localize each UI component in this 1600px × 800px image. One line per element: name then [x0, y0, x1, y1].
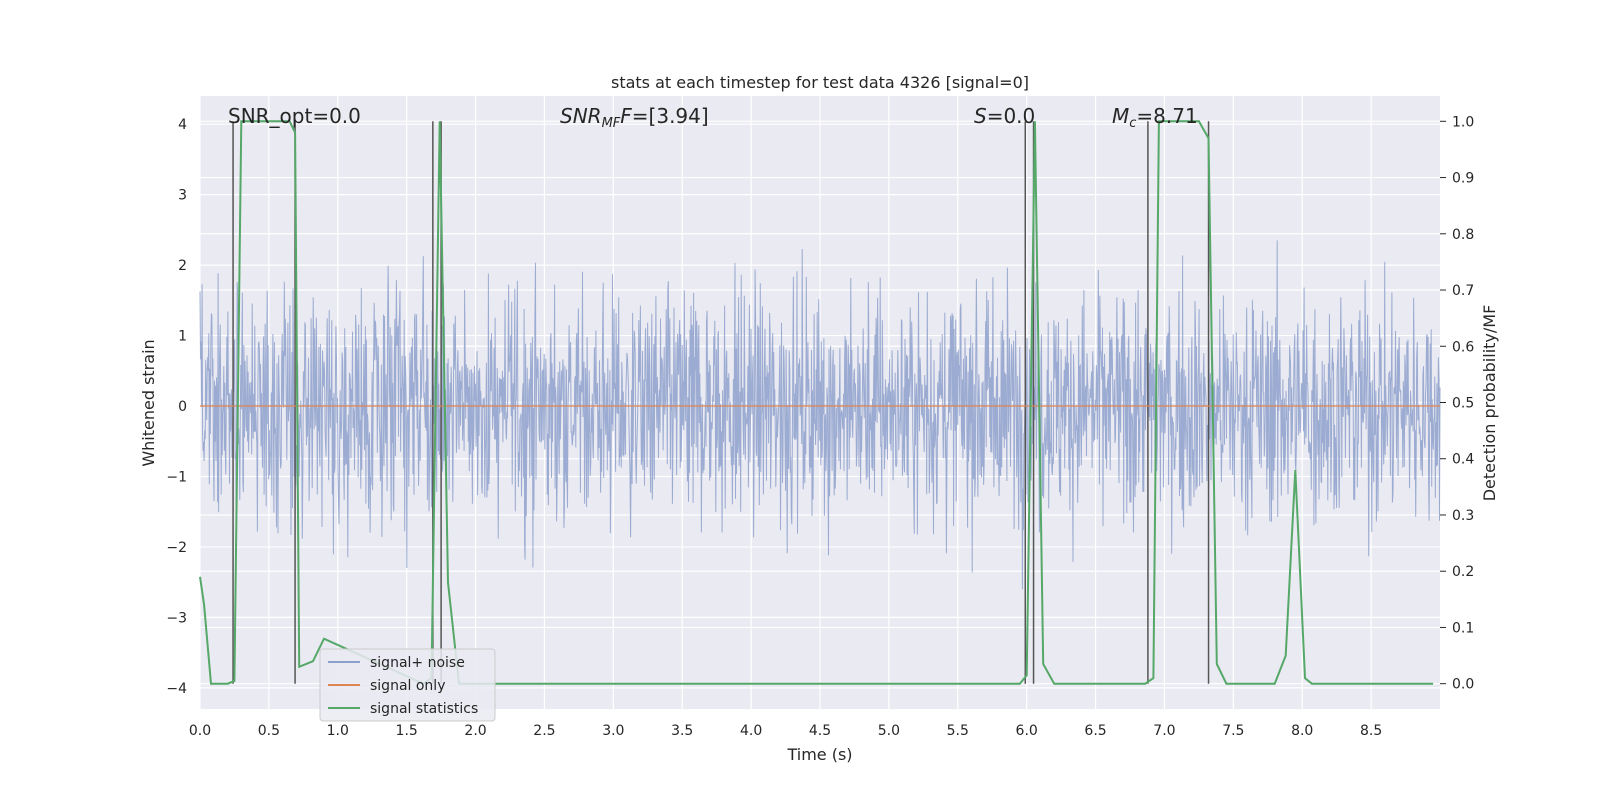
- y-tick-label: 2: [178, 258, 187, 274]
- chart-title: stats at each timestep for test data 432…: [611, 73, 1029, 92]
- y-tick-label: −1: [166, 469, 187, 485]
- y2-tick-label: 0.6: [1452, 339, 1474, 355]
- annotation-mc-value: Mc=8.71: [1112, 104, 1198, 131]
- x-tick-label: 3.5: [671, 723, 693, 739]
- x-axis-label: Time (s): [786, 745, 852, 764]
- x-tick-label: 8.5: [1360, 723, 1382, 739]
- x-tick-label: 6.0: [1016, 723, 1038, 739]
- series-signal-noise-line: [199, 240, 1441, 590]
- y2-tick-label: 0.3: [1452, 508, 1474, 524]
- legend-label-signal-statistics: signal statistics: [370, 701, 478, 717]
- annotation-snr-opt: SNR_opt=0.0: [228, 104, 361, 128]
- y-tick-label: 3: [178, 188, 187, 204]
- x-tick-label: 7.0: [1153, 723, 1175, 739]
- legend-label-signal-only: signal only: [370, 678, 445, 694]
- ticks: 0.0 0.5 1.0 1.5 2.0 2.5 3.0 3.5 4.0 4.5 5.0 5.5 6.0 6…: [166, 114, 1474, 739]
- x-tick-label: 3.0: [602, 723, 624, 739]
- x-tick-label: 1.0: [327, 723, 349, 739]
- annotation-snr-mf: SNRMFF=[3.94]: [560, 104, 709, 131]
- y2-tick-label: 0.0: [1452, 677, 1474, 693]
- y2-tick-label: 0.5: [1452, 396, 1474, 412]
- x-tick-label: 0.5: [258, 723, 280, 739]
- y2-tick-label: 0.8: [1452, 227, 1474, 243]
- y-tick-label: 0: [178, 399, 187, 415]
- y2-tick-label: 0.2: [1452, 564, 1474, 580]
- y2-tick-label: 0.9: [1452, 171, 1474, 187]
- x-tick-label: 7.5: [1222, 723, 1244, 739]
- series-signal-statistics-line: [199, 120, 1434, 685]
- legend: signal+ noise signal only signal statist…: [319, 648, 496, 722]
- y2-tick-label: 0.7: [1452, 283, 1474, 299]
- y-tick-label: 4: [178, 117, 187, 133]
- y-tick-label: 1: [178, 329, 187, 345]
- x-tick-label: 2.0: [464, 723, 486, 739]
- y2-tick-label: 0.4: [1452, 452, 1474, 468]
- x-tick-label: 4.0: [740, 723, 762, 739]
- annotation-s-value: S=0.0: [974, 104, 1035, 128]
- x-tick-label: 4.5: [809, 723, 831, 739]
- y-tick-label: −3: [166, 610, 187, 626]
- series-lines: [199, 120, 1440, 685]
- y2-tick-label: 1.0: [1452, 114, 1474, 130]
- legend-box: [319, 648, 496, 722]
- x-tick-label: 0.0: [189, 723, 211, 739]
- y2-tick-label: 0.1: [1452, 620, 1474, 636]
- noise-series: [199, 240, 1441, 590]
- x-tick-label: 1.5: [396, 723, 418, 739]
- snr-mf-tail: =[3.94]: [632, 104, 709, 128]
- x-tick-label: 2.5: [533, 723, 555, 739]
- x-tick-label: 8.0: [1291, 723, 1313, 739]
- legend-label-signal-noise: signal+ noise: [370, 655, 465, 671]
- x-tick-label: 5.0: [878, 723, 900, 739]
- y2-axis-label: Detection probability/MF: [1480, 305, 1499, 502]
- x-tick-label: 5.5: [947, 723, 969, 739]
- y-tick-label: −4: [166, 681, 187, 697]
- y-tick-label: −2: [166, 540, 187, 556]
- x-tick-label: 6.5: [1084, 723, 1106, 739]
- y-axis-label: Whitened strain: [139, 339, 158, 466]
